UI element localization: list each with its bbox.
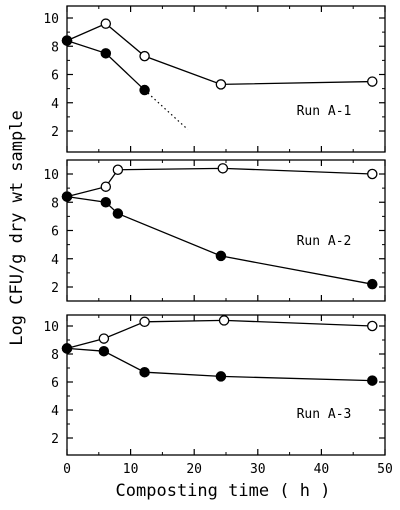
open-series-line bbox=[66, 319, 373, 350]
x-tick-label: 50 bbox=[377, 462, 393, 477]
y-tick-label: 8 bbox=[51, 348, 59, 363]
filled-point bbox=[139, 366, 150, 378]
y-tick-label: 4 bbox=[51, 253, 59, 268]
y-tick-label: 2 bbox=[51, 125, 59, 140]
x-tick-label: 30 bbox=[250, 462, 266, 477]
filled-point bbox=[61, 343, 73, 354]
filled-point bbox=[215, 250, 227, 262]
open-point bbox=[98, 333, 110, 344]
y-axis-title: Log CFU/g dry wt sample bbox=[7, 110, 27, 345]
y-tick-label: 6 bbox=[51, 225, 59, 240]
filled-point bbox=[215, 371, 227, 382]
x-tick-label: 40 bbox=[314, 462, 330, 477]
filled-point bbox=[98, 345, 110, 357]
filled-point bbox=[112, 208, 124, 219]
open-point bbox=[139, 316, 150, 328]
open-point bbox=[367, 168, 378, 180]
panel-1: 2 4 6 8 10 Run A-1 bbox=[43, 5, 386, 153]
open-point bbox=[100, 181, 112, 192]
y-tick-label: 4 bbox=[51, 404, 59, 419]
open-point bbox=[367, 76, 378, 87]
y-tick-label: 4 bbox=[51, 97, 59, 112]
filled-point bbox=[100, 48, 112, 59]
open-point bbox=[217, 163, 229, 174]
filled-point bbox=[367, 278, 378, 290]
filled-point bbox=[61, 191, 73, 202]
y-tick-label: 2 bbox=[51, 281, 59, 296]
panel-frame bbox=[66, 314, 386, 456]
panel-frame bbox=[66, 5, 386, 153]
x-axis-title: Composting time ( h ) bbox=[116, 481, 331, 501]
y-tick-label: 10 bbox=[43, 12, 59, 27]
filled-point bbox=[139, 84, 150, 96]
y-tick-label: 6 bbox=[51, 376, 59, 391]
filled-point bbox=[100, 196, 112, 208]
open-series-line bbox=[66, 167, 373, 198]
open-point bbox=[218, 315, 230, 326]
open-point bbox=[215, 79, 227, 90]
x-tick-label: 0 bbox=[63, 462, 71, 477]
open-point bbox=[100, 18, 112, 29]
filled-point bbox=[367, 375, 378, 386]
x-tick-label: 20 bbox=[186, 462, 202, 477]
open-point bbox=[139, 50, 150, 62]
filled-series-line bbox=[66, 39, 146, 91]
panels: 2 4 6 8 10 Run A-1 2 4 6 8 10 Run A-2 2 4 6 8 10 0 10 20 30 4… bbox=[43, 5, 393, 477]
filled-point bbox=[61, 35, 73, 46]
run-label: Run A-2 bbox=[297, 234, 352, 249]
open-point bbox=[112, 164, 124, 176]
open-point bbox=[367, 320, 378, 332]
y-tick-label: 6 bbox=[51, 69, 59, 84]
panel-2: 2 4 6 8 10 Run A-2 bbox=[43, 159, 386, 302]
panel-3: 2 4 6 8 10 0 10 20 30 40 50 Run A-3 bbox=[43, 314, 393, 477]
run-label: Run A-1 bbox=[297, 104, 352, 119]
y-tick-label: 2 bbox=[51, 432, 59, 447]
panel-frame bbox=[66, 159, 386, 302]
run-label: Run A-3 bbox=[297, 407, 352, 422]
open-series-line bbox=[66, 22, 373, 86]
y-tick-label: 8 bbox=[51, 196, 59, 211]
y-tick-label: 8 bbox=[51, 40, 59, 55]
x-tick-label: 10 bbox=[123, 462, 139, 477]
filled-series-dotted-extension bbox=[144, 89, 189, 131]
y-tick-label: 10 bbox=[43, 320, 59, 335]
y-tick-label: 10 bbox=[43, 168, 59, 183]
